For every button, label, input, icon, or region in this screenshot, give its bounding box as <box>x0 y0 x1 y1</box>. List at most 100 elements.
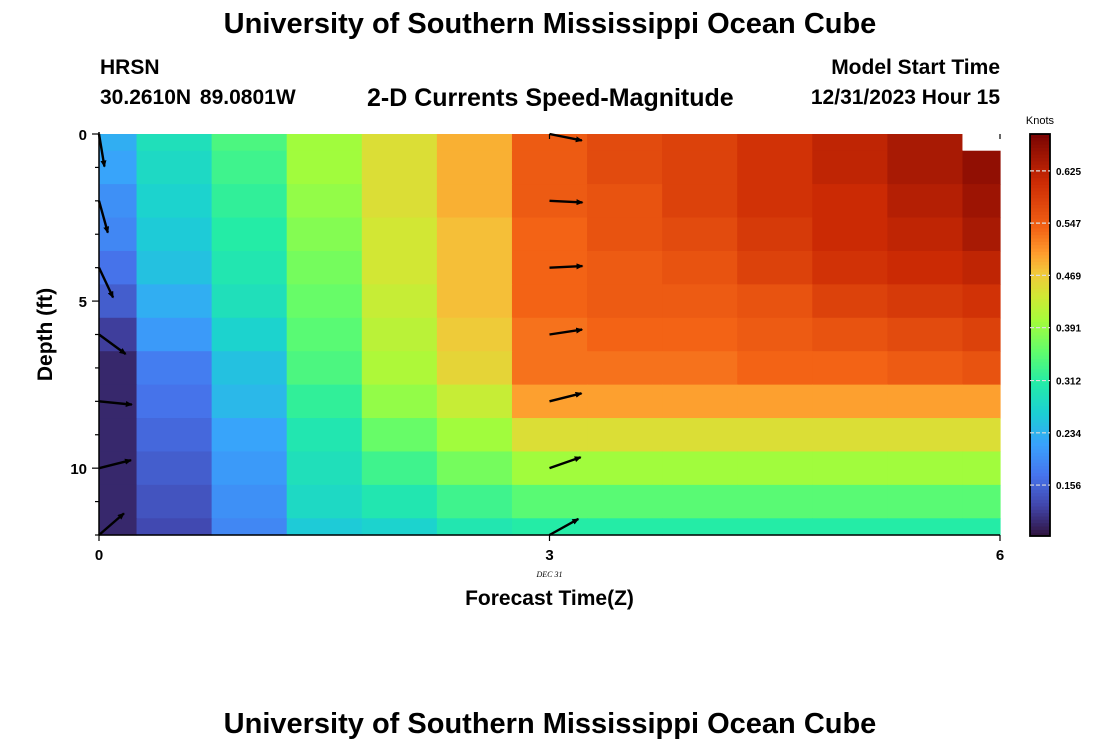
heatmap-cell <box>887 384 964 419</box>
colorbar-segment <box>1030 331 1050 336</box>
heatmap-cell <box>737 250 813 285</box>
colorbar-segment <box>1030 365 1050 370</box>
heatmap-cell <box>737 284 813 319</box>
colorbar-segment <box>1030 472 1050 477</box>
current-vector-arrow <box>98 512 125 536</box>
colorbar-segment <box>1030 405 1050 410</box>
colorbar-tick-label: 0.234 <box>1056 429 1081 440</box>
heatmap-cell <box>962 451 1001 486</box>
heatmap-cell <box>511 518 588 536</box>
current-vector-arrow <box>97 133 107 168</box>
heatmap-cell <box>99 518 138 536</box>
heatmap-cell <box>962 351 1001 386</box>
heatmap-cell <box>99 184 138 219</box>
model-start-label: Model Start Time <box>831 56 1000 79</box>
colorbar-segment <box>1030 214 1050 219</box>
heatmap-cell <box>361 184 438 219</box>
colorbar-segment <box>1030 294 1050 299</box>
colorbar-segment <box>1030 207 1050 212</box>
colorbar-segment <box>1030 462 1050 467</box>
heatmap-cell <box>587 451 663 486</box>
heatmap-cell <box>662 384 738 419</box>
heatmap-cell <box>812 484 888 519</box>
colorbar-tick-label: 0.547 <box>1056 219 1081 230</box>
heatmap-cell <box>136 317 213 352</box>
colorbar-segment <box>1030 348 1050 353</box>
colorbar-segment <box>1030 505 1050 510</box>
colorbar-segment <box>1030 532 1050 537</box>
colorbar-segment <box>1030 425 1050 430</box>
heatmap-cell <box>737 451 813 486</box>
colorbar-segment <box>1030 492 1050 497</box>
colorbar-segment <box>1030 154 1050 159</box>
colorbar-segment <box>1030 381 1050 386</box>
heatmap-cell <box>812 134 888 152</box>
colorbar-segment <box>1030 402 1050 406</box>
heatmap-cell <box>286 451 363 486</box>
current-vector-arrow <box>549 391 583 403</box>
colorbar-segment <box>1030 291 1050 296</box>
colorbar-segment <box>1030 160 1050 165</box>
heatmap-cell <box>211 351 288 386</box>
heatmap-cell <box>286 418 363 453</box>
colorbar-segment <box>1030 345 1050 349</box>
colorbar-segment <box>1030 335 1050 339</box>
heatmap-cell <box>587 184 663 219</box>
colorbar-segment <box>1030 170 1050 175</box>
heatmap-cell <box>587 484 663 519</box>
x-axis-label: Forecast Time(Z) <box>465 587 634 610</box>
x-tick-label: 3 <box>545 547 553 564</box>
colorbar-segment <box>1030 388 1050 393</box>
colorbar-tick-label: 0.312 <box>1056 377 1081 388</box>
colorbar-segment <box>1030 201 1050 205</box>
colorbar-segment <box>1030 502 1050 507</box>
heatmap-cell <box>887 418 964 453</box>
colorbar-segment <box>1030 435 1050 440</box>
heatmap-cell <box>887 284 964 319</box>
colorbar-segment <box>1030 448 1050 453</box>
colorbar-segment <box>1030 358 1050 363</box>
current-vector-arrow <box>549 327 584 336</box>
heatmap-cell <box>662 184 738 219</box>
heatmap-cell <box>587 150 663 185</box>
heatmap-cell <box>136 351 213 386</box>
heatmap-cell <box>511 284 588 319</box>
colorbar-segment <box>1030 167 1050 172</box>
heatmap-cell <box>361 134 438 152</box>
heatmap-cell <box>99 134 138 152</box>
colorbar-segment <box>1030 204 1050 209</box>
heatmap-cell <box>99 284 138 319</box>
colorbar-segment <box>1030 187 1050 192</box>
colorbar-tick-label: 0.391 <box>1056 324 1081 335</box>
heatmap-cell <box>211 518 288 536</box>
heatmap-cell <box>737 317 813 352</box>
colorbar-segment <box>1030 278 1050 282</box>
heatmap-cell <box>662 317 738 352</box>
colorbar-segment <box>1030 408 1050 413</box>
colorbar-segment <box>1030 184 1050 189</box>
heatmap-cell <box>436 418 513 453</box>
colorbar-segment <box>1030 361 1050 366</box>
colorbar-segment <box>1030 469 1050 473</box>
heatmap-cell <box>136 518 213 536</box>
colorbar-segment <box>1030 512 1050 517</box>
colorbar-segment <box>1030 432 1050 437</box>
heatmap-cell <box>887 184 964 219</box>
colorbar-segment <box>1030 147 1050 152</box>
colorbar-segment <box>1030 438 1050 443</box>
heatmap-cell <box>737 134 813 152</box>
heatmap-cell <box>136 184 213 219</box>
colorbar-segment <box>1030 495 1050 500</box>
heatmap-cell <box>812 418 888 453</box>
colorbar-segment <box>1030 515 1050 520</box>
chart-title: 2-D Currents Speed-Magnitude <box>367 84 734 112</box>
heatmap-cell <box>587 217 663 252</box>
date-label: DEC 31 <box>536 570 563 579</box>
colorbar-segment <box>1030 134 1050 138</box>
colorbar-segment <box>1030 180 1050 185</box>
colorbar-segment <box>1030 412 1050 416</box>
heatmap-cell <box>211 250 288 285</box>
colorbar-segment <box>1030 324 1050 329</box>
heatmap-cell <box>662 284 738 319</box>
